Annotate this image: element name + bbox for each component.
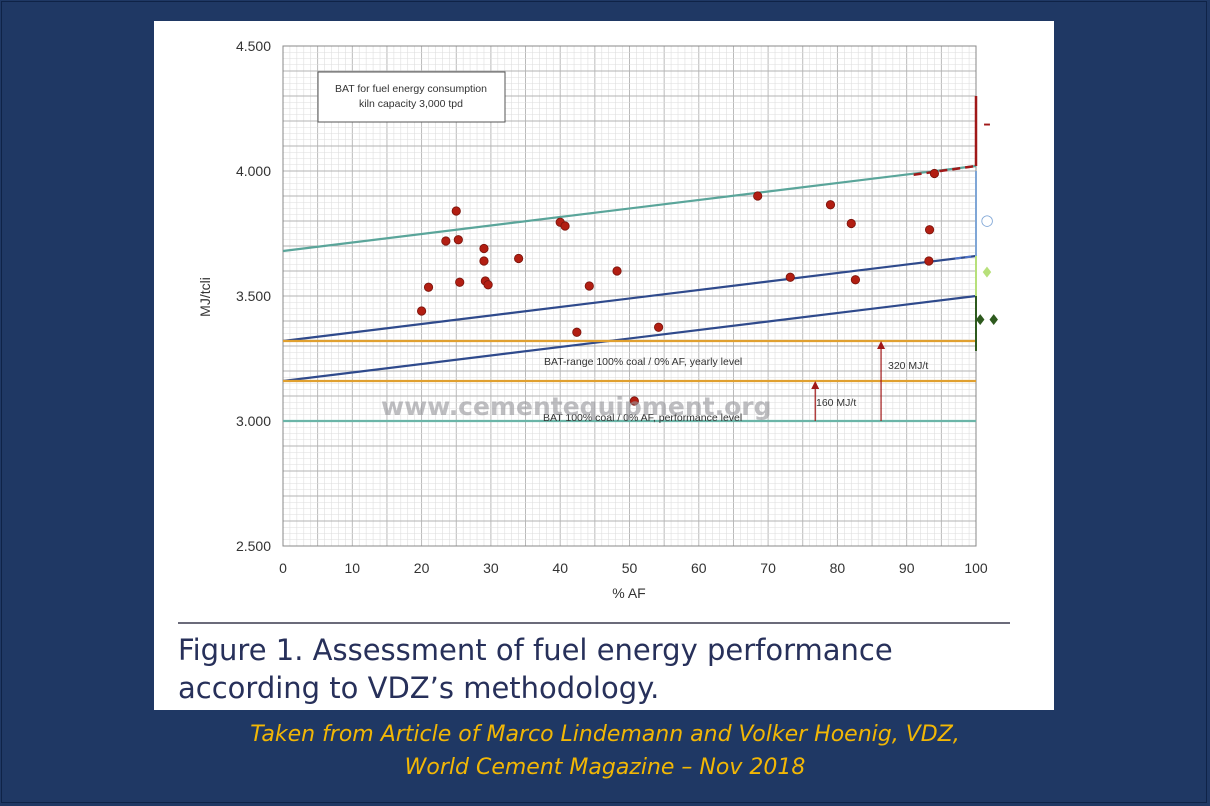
right-marker: ○ [980, 211, 993, 229]
x-tick-label: 70 [760, 560, 776, 576]
x-tick-label: 60 [691, 560, 707, 576]
data-point [453, 235, 463, 245]
y-tick-label: 2.500 [236, 538, 271, 554]
caption-divider [178, 622, 1010, 624]
lower-band-line [282, 294, 977, 383]
x-tick-label: 0 [279, 560, 287, 576]
chart-marks: –○♦♦♦ [811, 96, 1000, 421]
chart: –○♦♦♦ 0 10 20 30 40 50 60 70 80 90 1002.5003.0003.… [197, 38, 1000, 601]
data-point [455, 277, 465, 287]
arrow-160-head [811, 381, 820, 389]
annotation-bat-range: BAT-range 100% coal / 0% AF, yearly leve… [544, 356, 742, 368]
annotation-160: 160 MJ/t [816, 397, 856, 409]
dashed-extension [955, 255, 977, 260]
chart-grid [282, 45, 977, 547]
data-point [479, 256, 489, 266]
x-tick-label: 30 [483, 560, 499, 576]
right-marker: ♦♦ [974, 311, 1001, 329]
x-tick-label: 10 [345, 560, 361, 576]
x-tick-label: 40 [552, 560, 568, 576]
caption-line-1: Figure 1. Assessment of fuel energy perf… [178, 633, 893, 667]
data-point [924, 225, 935, 235]
x-tick-label: 20 [414, 560, 430, 576]
data-point [514, 253, 524, 264]
legend-line-2: kiln capacity 3,000 tpd [359, 98, 463, 110]
watermark: www.cementequipment.org [381, 392, 771, 421]
data-point [572, 327, 582, 337]
annotation-bat-performance: BAT 100% coal / 0% AF, performance level [543, 412, 742, 424]
data-point [629, 396, 639, 406]
x-tick-label: 90 [899, 560, 915, 576]
y-tick-label: 3.500 [236, 288, 271, 304]
right-marker: – [983, 115, 991, 133]
upper-band-line [282, 164, 977, 253]
footer-line-1: Taken from Article of Marco Lindemann an… [250, 722, 960, 747]
legend-box: BAT for fuel energy consumption kiln cap… [317, 71, 506, 123]
x-tick-label: 100 [964, 560, 988, 576]
data-point [654, 322, 664, 332]
data-point [929, 168, 940, 179]
data-point [483, 280, 493, 290]
annotation-320: 320 MJ/t [888, 360, 928, 372]
figure-panel: – ○ ♦ ♦♦ 0 10 20 30 40 50 60 70 80 90 100 2.500 3.000 3.… [154, 21, 1054, 710]
data-point [423, 282, 434, 292]
data-point [825, 200, 836, 210]
data-point [850, 275, 861, 285]
data-point [560, 221, 570, 231]
data-point [785, 272, 795, 282]
x-tick-label: 50 [622, 560, 638, 576]
arrow-320-head [877, 341, 886, 349]
y-tick-label: 3.000 [236, 413, 271, 429]
data-point [584, 281, 594, 291]
data-point [846, 218, 856, 229]
y-tick-label: 4.500 [236, 38, 271, 54]
data-point [612, 266, 622, 276]
y-axis-title: MJ/tcli [197, 277, 213, 317]
caption-line-2: according to VDZ’s methodology. [178, 671, 660, 705]
chart-points [416, 168, 940, 406]
chart-axes: 0 10 20 30 40 50 60 70 80 90 100 2.500 3.000 3.500 4.0… [236, 38, 988, 576]
data-point [924, 256, 934, 266]
source-footer: Taken from Article of Marco Lindemann an… [0, 718, 1210, 784]
data-point [451, 206, 461, 216]
x-tick-label: 80 [830, 560, 846, 576]
data-point [416, 306, 427, 316]
data-point [753, 191, 763, 201]
dashed-extension [913, 164, 977, 176]
middle-band-line [282, 254, 977, 343]
footer-line-2: World Cement Magazine – Nov 2018 [404, 755, 806, 780]
x-axis-title: % AF [612, 585, 645, 601]
figure-caption: Figure 1. Assessment of fuel energy perf… [178, 631, 978, 707]
y-tick-label: 4.000 [236, 163, 271, 179]
right-marker: ♦ [980, 263, 993, 281]
legend-line-1: BAT for fuel energy consumption [335, 83, 487, 95]
data-point [441, 236, 451, 246]
data-point [479, 243, 489, 254]
chart-lines [282, 164, 977, 423]
